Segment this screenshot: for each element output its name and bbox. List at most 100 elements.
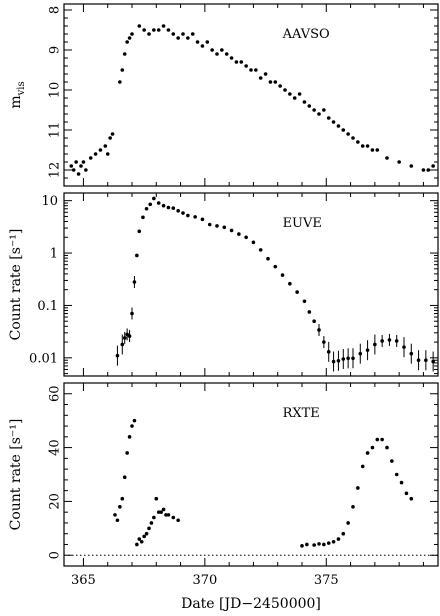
data-point	[141, 215, 145, 220]
data-point	[346, 356, 350, 361]
data-point	[81, 160, 86, 164]
data-point	[115, 518, 120, 523]
data-point	[322, 542, 326, 547]
data-point	[358, 351, 363, 356]
data-point	[215, 224, 219, 228]
data-point	[278, 84, 282, 88]
data-point	[108, 136, 112, 140]
data-point	[351, 136, 355, 140]
data-point	[137, 24, 142, 28]
data-point	[186, 36, 190, 40]
x-axis-label: Date [JD−2450000]	[181, 596, 321, 612]
data-point	[113, 513, 117, 517]
data-point	[125, 451, 129, 455]
data-point	[312, 108, 316, 112]
data-point	[317, 112, 321, 116]
data-point	[205, 40, 210, 44]
data-point	[416, 358, 421, 363]
data-point	[147, 32, 151, 36]
data-point	[288, 92, 292, 96]
data-point	[251, 240, 256, 245]
data-point	[288, 281, 292, 286]
data-point	[397, 160, 401, 164]
data-point	[215, 52, 219, 56]
data-point	[171, 206, 176, 210]
y-tick-label: 0.01	[29, 351, 58, 366]
x-tick-label: 375	[314, 573, 339, 588]
data-point	[229, 56, 234, 60]
panel-euve: EUVE 0.01 0.1 1 10 Count rate [s⁻¹]	[8, 192, 439, 377]
data-point	[110, 132, 115, 136]
data-point	[385, 445, 389, 450]
data-point	[346, 132, 350, 136]
panel-euve-label: EUVE	[283, 216, 322, 231]
data-point	[258, 76, 263, 80]
data-point	[166, 513, 171, 517]
y-tick-label: 0	[48, 551, 63, 559]
data-point	[295, 290, 299, 294]
data-point	[263, 72, 268, 76]
panel-rxte: RXTE 0 20 40 60 Count rate [s⁻¹] 365 370 375	[8, 382, 439, 588]
data-point	[125, 40, 129, 44]
data-point	[365, 144, 370, 148]
y-tick-label: 40	[48, 439, 63, 456]
data-point	[210, 48, 214, 52]
data-point	[130, 32, 134, 36]
data-point	[115, 353, 120, 358]
data-point	[297, 92, 302, 96]
data-point	[135, 253, 139, 258]
data-point	[118, 504, 122, 509]
data-point	[79, 164, 83, 168]
data-point	[118, 80, 122, 84]
panel-rxte-frame	[63, 382, 439, 567]
data-point	[351, 356, 355, 361]
data-point	[394, 339, 399, 343]
data-point	[161, 507, 166, 512]
data-point	[409, 496, 414, 501]
y-tick-label: 60	[48, 385, 63, 402]
data-point	[122, 475, 127, 479]
y-tick-label: 8	[48, 6, 63, 14]
data-point	[137, 229, 142, 234]
data-point	[105, 152, 110, 156]
data-point	[331, 120, 336, 124]
data-point	[404, 491, 409, 496]
data-point	[135, 542, 139, 547]
data-point	[312, 319, 316, 324]
data-point	[193, 215, 197, 219]
panel-rxte-label: RXTE	[283, 406, 320, 421]
data-point	[336, 537, 341, 541]
data-point	[322, 108, 326, 112]
panel-aavso-frame	[63, 3, 439, 187]
y-tick-label: 12	[48, 162, 63, 179]
data-point	[380, 437, 384, 442]
data-point	[144, 531, 149, 536]
data-point	[144, 206, 149, 211]
panel-aavso-label: AAVSO	[282, 27, 330, 42]
data-point	[132, 280, 137, 284]
data-point	[322, 340, 326, 344]
data-point	[120, 68, 125, 72]
data-point	[159, 510, 163, 514]
data-point	[341, 128, 346, 132]
data-point	[166, 28, 171, 32]
data-point	[380, 339, 384, 343]
data-point	[283, 88, 287, 92]
data-point	[385, 156, 389, 160]
y-axis-label: mvis	[8, 81, 27, 108]
data-point	[127, 334, 132, 338]
data-point	[370, 148, 375, 152]
data-point	[302, 100, 307, 104]
data-point	[154, 496, 159, 501]
data-point	[120, 496, 125, 501]
data-point	[69, 164, 74, 168]
data-point	[200, 217, 205, 222]
data-point	[300, 544, 304, 548]
panel-aavso-marks	[69, 24, 435, 176]
panel-aavso: AAVSO 8 9 10 11 12 mvis	[8, 3, 439, 187]
data-point	[346, 521, 350, 525]
data-point	[190, 32, 195, 36]
data-point	[147, 526, 151, 531]
data-point	[273, 80, 278, 84]
data-point	[200, 44, 205, 48]
